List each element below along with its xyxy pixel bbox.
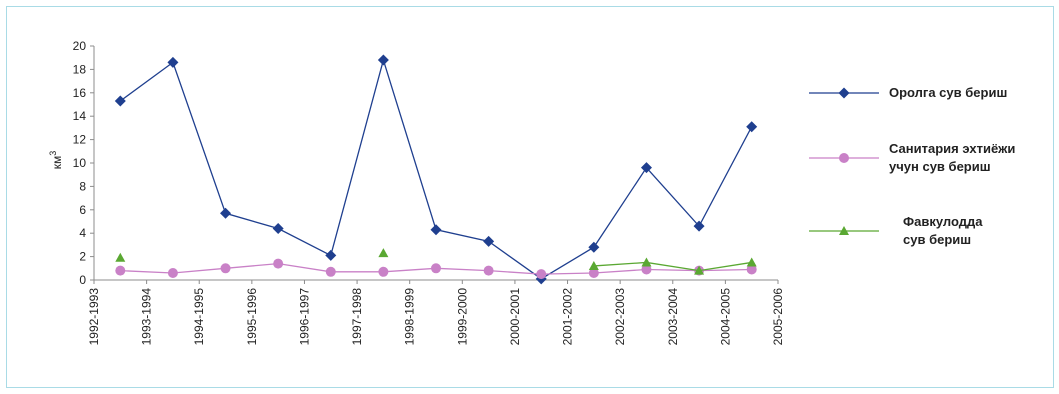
- x-tick-label: 1996-1997: [297, 288, 311, 346]
- x-tick-label: 2001-2002: [561, 288, 575, 346]
- legend-label-line: Санитария эхтиёжи: [889, 141, 1015, 156]
- data-point-circle: [378, 266, 389, 277]
- data-point-circle: [483, 265, 494, 276]
- data-point-diamond: [693, 220, 705, 232]
- data-point-circle: [839, 153, 849, 163]
- y-tick-label: 2: [79, 250, 86, 264]
- legend-label: Фавкулодда сув бериш: [903, 214, 983, 247]
- data-point-circle: [536, 269, 547, 280]
- axes-layer: 0 2 4 6 8 10 12 14 16 18 20 1992-1993 1993-1994 1994-…: [73, 39, 785, 345]
- legend-entry-3: Фавкулодда сув бериш: [809, 214, 983, 247]
- y-tick-label: 16: [73, 86, 87, 100]
- x-tick-label: 1999-2000: [455, 288, 469, 346]
- y-tick-label: 14: [73, 109, 87, 123]
- x-tick-label: 1997-1998: [350, 288, 364, 346]
- data-point-diamond: [272, 223, 284, 235]
- x-tick-label: 1992-1993: [87, 288, 101, 346]
- y-axis-label-main: км: [50, 156, 64, 170]
- legend-label-line: сув бериш: [903, 232, 971, 247]
- x-tick-label: 2003-2004: [666, 288, 680, 346]
- y-tick-label: 20: [73, 39, 87, 53]
- x-tick-label: 2002-2003: [613, 288, 627, 346]
- data-point-diamond: [114, 95, 126, 107]
- y-tick-label: 10: [73, 156, 87, 170]
- data-point-diamond: [588, 241, 600, 253]
- legend-label-line: Фавкулодда: [903, 214, 983, 229]
- y-tick-label: 8: [79, 179, 86, 193]
- data-point-diamond: [325, 249, 337, 261]
- series-line: [593, 261, 752, 272]
- data-point-triangle: [839, 226, 849, 235]
- data-point-triangle: [746, 257, 757, 267]
- y-axis-label-superscript: 3: [48, 151, 58, 156]
- legend-label: Санитария эхтиёжи учун сув бериш: [889, 141, 1015, 174]
- data-point-diamond: [746, 121, 758, 133]
- y-tick-label: 4: [79, 226, 86, 240]
- data-point-circle: [273, 258, 284, 269]
- y-tick-label: 6: [79, 203, 86, 217]
- series-1: [114, 54, 758, 285]
- series-3: [115, 248, 757, 275]
- y-axis-label: км3: [48, 151, 64, 170]
- data-point-diamond: [838, 87, 850, 99]
- legend-entry-1: Оролга сув бериш: [809, 85, 1007, 100]
- data-point-circle: [641, 264, 652, 275]
- data-point-triangle: [641, 257, 652, 267]
- data-point-triangle: [378, 248, 389, 258]
- series-layer: [114, 54, 758, 285]
- legend-entry-2: Санитария эхтиёжи учун сув бериш: [809, 141, 1015, 174]
- x-tick-label: 2000-2001: [508, 288, 522, 346]
- x-tick-label: 1995-1996: [245, 288, 259, 346]
- legend-label: Оролга сув бериш: [889, 85, 1007, 100]
- y-tick-label: 12: [73, 133, 87, 147]
- legend-label-line: Оролга сув бериш: [889, 85, 1007, 100]
- legend: Оролга сув бериш Санитария эхтиёжи учун су…: [809, 85, 1015, 247]
- data-point-circle: [115, 265, 126, 276]
- data-point-diamond: [430, 224, 442, 236]
- y-axis-label-text: км3: [48, 151, 64, 170]
- x-tick-label: 1993-1994: [140, 288, 154, 346]
- chart-frame: 0 2 4 6 8 10 12 14 16 18 20 1992-1993 1993-1994 1994-…: [6, 6, 1054, 388]
- data-point-diamond: [377, 54, 389, 66]
- x-tick-label: 1994-1995: [192, 288, 206, 346]
- x-tick-label: 2005-2006: [771, 288, 785, 346]
- data-point-circle: [431, 263, 441, 274]
- series-line: [119, 57, 753, 280]
- x-tick-label: 2004-2005: [718, 288, 732, 346]
- data-point-circle: [220, 263, 231, 274]
- y-tick-label: 18: [73, 62, 87, 76]
- data-point-circle: [167, 267, 178, 278]
- data-point-triangle: [115, 252, 126, 262]
- data-point-diamond: [483, 235, 495, 247]
- data-point-triangle: [694, 265, 705, 275]
- data-point-diamond: [220, 207, 232, 219]
- legend-label-line: учун сув бериш: [889, 159, 991, 174]
- data-point-triangle: [588, 260, 599, 270]
- y-tick-label: 0: [79, 273, 86, 287]
- data-point-diamond: [640, 162, 652, 174]
- data-point-diamond: [167, 56, 179, 68]
- data-point-circle: [746, 264, 757, 275]
- data-point-circle: [588, 267, 599, 278]
- data-point-circle: [325, 266, 336, 277]
- line-chart: 0 2 4 6 8 10 12 14 16 18 20 1992-1993 1993-1994 1994-…: [48, 39, 1015, 345]
- x-tick-label: 1998-1999: [403, 288, 417, 346]
- series-2: [115, 258, 757, 280]
